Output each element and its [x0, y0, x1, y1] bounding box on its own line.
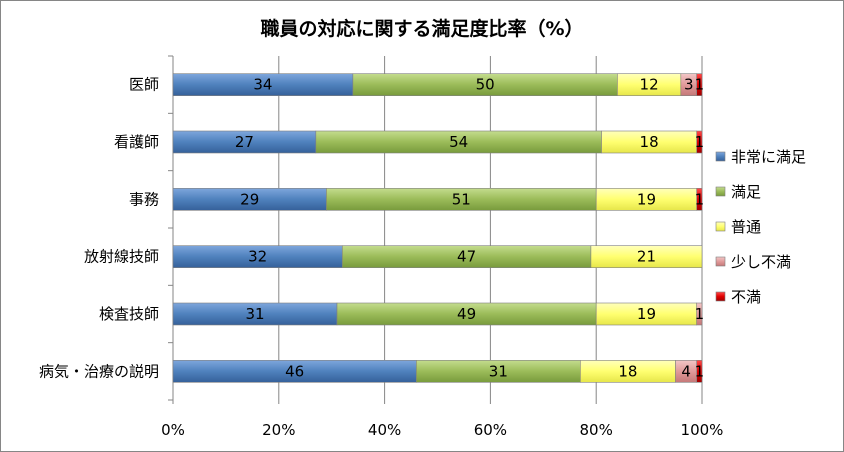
x-tick-label: 0%: [161, 421, 185, 439]
gridlines: [172, 56, 703, 404]
data-label: 3: [684, 76, 694, 94]
bar-segment: [696, 130, 703, 154]
data-label: 1: [695, 133, 705, 151]
x-tick-label: 60%: [474, 421, 507, 439]
data-label: 19: [637, 305, 656, 323]
legend-label: 少し不満: [731, 253, 791, 271]
data-label: 49: [457, 305, 476, 323]
data-label: 32: [248, 248, 267, 266]
data-label: 19: [637, 190, 656, 208]
legend-label: 不満: [731, 288, 761, 306]
legend-label: 非常に満足: [731, 148, 806, 166]
category-label: 医師: [129, 76, 159, 94]
data-label: 12: [640, 76, 659, 94]
data-label: 47: [457, 248, 476, 266]
legend-swatch: [715, 151, 726, 162]
data-label: 1: [695, 76, 705, 94]
bar-segment: [696, 302, 703, 326]
data-label: 18: [618, 362, 637, 380]
bar-segment: [590, 245, 703, 268]
category-label: 放射線技師: [84, 248, 159, 266]
data-label: 46: [285, 362, 304, 380]
data-label: 1: [695, 362, 705, 380]
category-label: 看護師: [114, 133, 159, 151]
data-label: 1: [695, 305, 705, 323]
legend-swatch: [715, 186, 726, 197]
axes: [168, 55, 174, 401]
x-tick-label: 40%: [368, 421, 401, 439]
bar-segment: [696, 360, 703, 383]
legend-swatch: [715, 291, 726, 302]
data-label: 21: [637, 248, 656, 266]
chart-title: 職員の対応に関する満足度比率（%）: [260, 18, 584, 40]
bar-segment: [696, 73, 703, 96]
x-tick-label: 80%: [580, 421, 613, 439]
data-label: 1: [695, 190, 705, 208]
legend-swatch: [715, 256, 726, 267]
data-label: 31: [489, 362, 508, 380]
data-label: 50: [476, 76, 495, 94]
data-label: 31: [245, 305, 264, 323]
x-tick-label: 100%: [681, 421, 724, 439]
data-label: 4: [681, 362, 691, 380]
category-label: 事務: [129, 190, 159, 208]
x-tick-labels: 0% 20% 40% 60% 80% 100%: [161, 421, 723, 439]
category-label: 検査技師: [99, 305, 159, 323]
bar-segment: [696, 188, 703, 211]
data-label: 34: [253, 76, 272, 94]
data-label: 54: [449, 133, 468, 151]
bars: [172, 73, 703, 383]
category-label: 病気・治療の説明: [39, 362, 159, 380]
legend-label: 満足: [731, 183, 761, 201]
data-label: 51: [452, 190, 471, 208]
data-label: 29: [240, 190, 259, 208]
data-label: 27: [235, 133, 254, 151]
legend-swatch: [715, 221, 726, 232]
data-label: 18: [640, 133, 659, 151]
x-tick-label: 20%: [262, 421, 295, 439]
legend-label: 普通: [731, 218, 761, 236]
